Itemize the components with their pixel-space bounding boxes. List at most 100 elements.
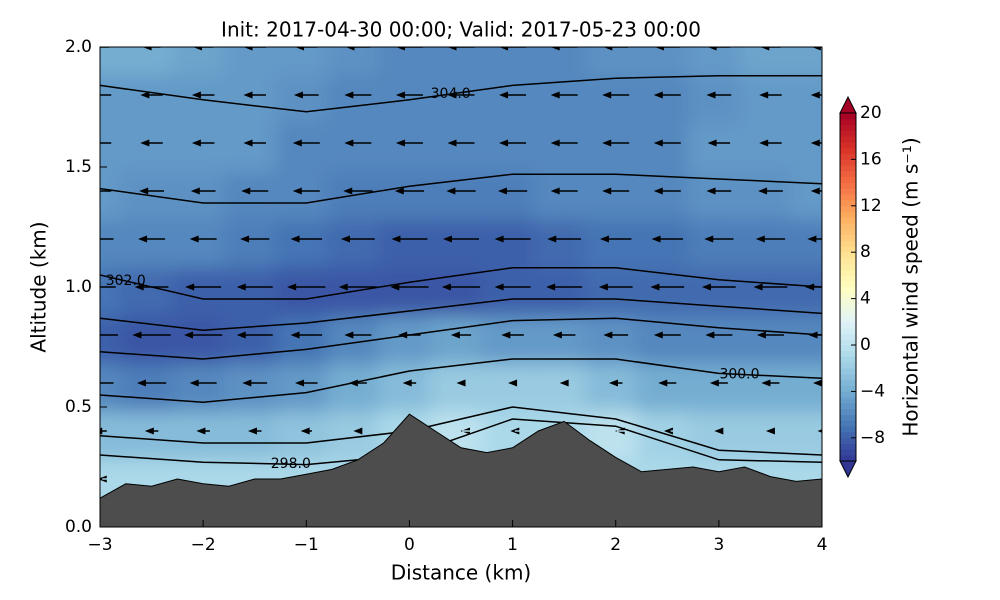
contour-label: 302.0 <box>106 273 146 289</box>
wind-arrow <box>140 139 163 147</box>
wind-arrow <box>338 283 377 291</box>
wind-arrow <box>287 283 326 291</box>
wind-arrow <box>142 47 161 51</box>
wind-arrow <box>391 235 428 243</box>
wind-arrow <box>353 427 363 435</box>
wind-arrow <box>755 235 786 243</box>
wind-arrow <box>550 47 578 51</box>
wind-arrow <box>100 190 112 192</box>
wind-arrow <box>499 91 527 99</box>
wind-arrow <box>139 187 164 195</box>
isentrope <box>100 406 822 456</box>
wind-arrow <box>100 142 112 144</box>
wind-arrow <box>236 331 273 339</box>
wind-arrow <box>547 235 582 243</box>
wind-arrow <box>344 91 372 99</box>
wind-arrow <box>344 139 372 147</box>
terrain <box>100 413 822 527</box>
wind-arrow <box>295 47 318 51</box>
wind-arrow <box>134 283 169 291</box>
colorbar-step <box>840 454 856 462</box>
colorbar-step <box>840 420 856 427</box>
wind-arrow <box>184 331 223 339</box>
wind-arrow <box>706 187 732 195</box>
wind-arrow <box>603 331 629 339</box>
colorbar-step <box>840 431 856 439</box>
colorbar-step <box>840 356 856 363</box>
wind-arrow <box>550 139 578 147</box>
x-tick-label: 4 <box>817 535 828 555</box>
wind-arrow <box>446 187 476 195</box>
wind-arrow <box>144 427 159 435</box>
wind-arrow <box>811 47 822 51</box>
wind-arrow <box>461 427 470 435</box>
wind-arrow <box>241 187 269 195</box>
colorbar-step <box>840 425 856 433</box>
y-tick-label: 2.0 <box>65 37 92 57</box>
colorbar-tick-label: −4 <box>860 381 885 401</box>
colorbar-step <box>840 141 856 149</box>
wind-arrow <box>447 47 475 51</box>
wind-arrow <box>494 235 531 243</box>
wind-arrow <box>714 427 724 435</box>
colorbar-step <box>840 338 856 346</box>
wind-arrow <box>236 283 273 291</box>
wind-arrow <box>140 91 163 99</box>
colorbar-tick-label: 0 <box>860 335 871 355</box>
wind-arrow <box>100 427 107 435</box>
colorbar-tick-label: 12 <box>860 196 882 216</box>
colorbar-step <box>840 240 856 247</box>
colorbar-step <box>840 414 856 421</box>
colorbar-step <box>840 408 856 415</box>
wind-arrow <box>653 139 681 147</box>
colorbar-step <box>840 153 856 160</box>
wind-arrow <box>602 139 630 147</box>
wind-arrow <box>340 235 375 243</box>
wind-arrow <box>447 91 475 99</box>
colorbar-step <box>840 246 856 253</box>
colorbar-tick-label: 8 <box>860 242 871 262</box>
colorbar-step <box>840 263 856 270</box>
wind-arrow <box>602 91 630 99</box>
colorbar-step <box>840 437 856 444</box>
wind-arrow <box>441 283 481 291</box>
colorbar-step <box>840 362 856 369</box>
wind-arrow <box>242 379 268 387</box>
wind-arrow <box>759 91 782 99</box>
wind-arrow <box>243 91 266 99</box>
x-tick-label: 2 <box>610 535 621 555</box>
wind-arrow <box>709 379 728 387</box>
wind-arrow <box>185 283 222 291</box>
wind-arrow <box>807 235 822 243</box>
wind-arrow <box>701 283 736 291</box>
wind-arrow <box>753 283 788 291</box>
colorbar-tick-label: 16 <box>860 149 882 169</box>
wind-arrow <box>552 331 576 339</box>
wind-arrow <box>707 47 731 51</box>
wind-arrow <box>292 139 320 147</box>
wind-arrow <box>817 429 822 433</box>
wind-arrow <box>499 47 527 51</box>
wind-arrow <box>651 235 684 243</box>
wind-arrow <box>663 427 673 435</box>
wind-arrow <box>653 91 681 99</box>
y-tick-label: 1.5 <box>65 157 92 177</box>
wind-arrow <box>653 331 681 339</box>
colorbar-step <box>840 124 856 131</box>
colorbar-step <box>840 327 856 334</box>
colorbar-step <box>840 118 856 125</box>
wind-arrow <box>290 235 323 243</box>
wind-arrow <box>546 283 583 291</box>
colorbar-extend-bottom <box>839 460 857 479</box>
colorbar-step <box>840 164 856 172</box>
wind-arrow <box>450 331 472 339</box>
colorbar-step <box>840 304 856 311</box>
wind-arrow <box>344 331 372 339</box>
x-axis-label: Distance (km) <box>391 561 531 585</box>
colorbar-step <box>840 373 856 381</box>
colorbar-step <box>840 147 856 154</box>
wind-arrow <box>247 427 262 435</box>
wind-arrow <box>759 139 782 147</box>
isentrope <box>100 418 822 466</box>
